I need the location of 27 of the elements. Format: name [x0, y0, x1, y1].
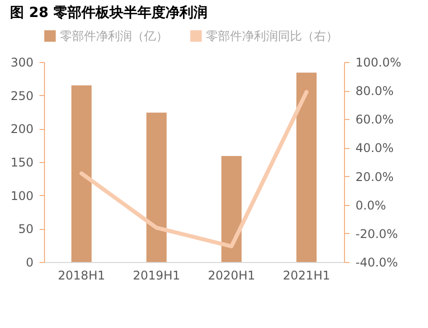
line-series: [80, 90, 308, 248]
y2-tick-label: 40.0%: [356, 141, 394, 156]
x-tick-label: 2018H1: [58, 268, 106, 282]
y-tick-label: 150: [10, 156, 34, 170]
y-tick-label: 300: [10, 56, 34, 70]
y2-tick-label: -40.0%: [356, 256, 398, 270]
legend-label: 零部件净利润同比（右）: [206, 29, 338, 43]
x-tick-label: 2021H1: [282, 268, 330, 282]
y2-tick-label: 60.0%: [356, 112, 394, 127]
y2-tick-label: -20.0%: [356, 226, 398, 241]
bar: [146, 112, 167, 262]
x-tick-label: 2019H1: [132, 268, 180, 282]
y2-tick-label: 80.0%: [356, 84, 394, 98]
legend-label: 零部件净利润（亿）: [60, 29, 168, 43]
y-tick-label: 250: [10, 88, 34, 103]
y2-tick-label: 20.0%: [356, 170, 394, 184]
y-tick-label: 0: [26, 256, 34, 270]
bar: [71, 85, 92, 262]
y2-tick-label: 100.0%: [356, 56, 402, 70]
y-tick-label: 200: [10, 122, 34, 136]
y2-tick-label: 0.0%: [356, 198, 386, 212]
chart-title: 图 28 零部件板块半年度净利润: [10, 4, 208, 21]
bar: [221, 156, 242, 262]
y-tick-label: 50: [18, 222, 34, 236]
x-tick-label: 2020H1: [208, 268, 256, 282]
y-tick-label: 100: [10, 188, 34, 203]
bar: [296, 72, 317, 262]
